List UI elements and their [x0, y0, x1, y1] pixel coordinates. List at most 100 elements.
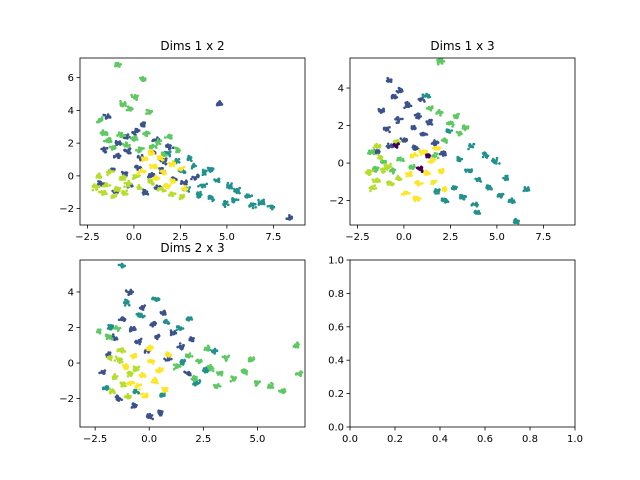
data-point — [230, 375, 233, 378]
data-point — [373, 187, 376, 190]
x-tick-label: 0.8 — [522, 434, 538, 445]
data-point — [108, 388, 112, 391]
data-point — [254, 206, 257, 209]
data-point — [478, 178, 482, 181]
data-point — [142, 188, 145, 192]
data-point — [498, 162, 501, 165]
data-point — [116, 396, 119, 399]
data-point — [114, 139, 118, 143]
data-point — [417, 166, 421, 170]
data-point — [494, 159, 497, 163]
data-point — [164, 162, 167, 166]
subplot-grid: −2.5 0.0 2.5 5.0 7.5 −2 0 2 4 6 Dims 1 x 2 −2.5 0.0 2… — [59, 39, 583, 445]
points-layer — [364, 58, 531, 225]
data-point — [161, 188, 165, 191]
data-point — [174, 331, 178, 335]
data-point — [140, 153, 144, 157]
data-point — [129, 394, 132, 398]
data-point — [220, 374, 223, 377]
data-point — [206, 344, 210, 348]
data-point — [188, 352, 192, 355]
data-point — [169, 179, 173, 182]
data-point — [435, 141, 439, 144]
data-point — [152, 166, 156, 169]
data-point — [169, 353, 173, 357]
data-point — [148, 110, 151, 113]
data-point — [459, 193, 462, 197]
data-point — [413, 199, 417, 203]
data-point — [405, 175, 408, 178]
data-point — [399, 88, 402, 92]
data-point — [436, 58, 439, 62]
data-point — [150, 179, 153, 182]
data-point — [184, 371, 187, 374]
data-point — [133, 390, 136, 394]
data-point — [220, 370, 224, 374]
data-point — [103, 192, 106, 195]
data-point — [122, 171, 125, 175]
data-point — [433, 189, 437, 193]
data-point — [159, 170, 163, 173]
data-point — [136, 168, 139, 171]
data-point — [174, 192, 177, 195]
data-point — [178, 161, 181, 164]
data-point — [245, 369, 248, 373]
data-point — [166, 357, 170, 361]
data-point — [113, 155, 117, 158]
data-point — [201, 168, 205, 172]
data-point — [251, 206, 255, 210]
data-point — [371, 169, 374, 173]
data-point — [194, 383, 197, 387]
data-point — [157, 333, 160, 337]
data-point — [111, 196, 115, 199]
data-point — [433, 155, 436, 158]
data-point — [515, 219, 519, 222]
data-point — [142, 132, 145, 135]
data-point — [211, 168, 215, 171]
data-point — [124, 384, 127, 388]
data-point — [396, 138, 400, 142]
data-point — [156, 138, 160, 141]
data-point — [142, 147, 145, 150]
data-point — [464, 125, 467, 128]
data-point — [106, 114, 109, 118]
data-point — [156, 136, 159, 139]
data-point — [149, 348, 152, 352]
data-point — [123, 367, 127, 371]
data-point — [148, 131, 151, 135]
data-point — [252, 356, 255, 359]
data-point — [113, 194, 117, 198]
data-point — [185, 318, 189, 321]
data-point — [419, 153, 423, 156]
data-point — [136, 138, 139, 141]
data-point — [197, 174, 200, 178]
data-point — [414, 126, 417, 130]
data-point — [230, 182, 233, 185]
data-point — [143, 349, 147, 353]
data-point — [123, 101, 127, 104]
data-point — [425, 92, 428, 96]
y-tick-label: 6 — [68, 73, 74, 84]
data-point — [299, 370, 302, 373]
subplot-1: −2.5 0.0 2.5 5.0 7.5 −2 0 2 4 6 Dims 1 x 2 — [59, 39, 306, 243]
data-point — [201, 173, 205, 177]
data-point — [166, 186, 169, 190]
data-point — [142, 170, 146, 173]
data-point — [403, 137, 406, 141]
data-point — [207, 197, 211, 200]
data-point — [175, 328, 178, 332]
data-point — [439, 114, 442, 117]
data-point — [138, 149, 142, 152]
data-point — [157, 410, 160, 414]
data-point — [417, 199, 421, 202]
data-point — [191, 175, 194, 179]
data-point — [466, 127, 470, 130]
x-tick-label: 0.0 — [396, 232, 412, 243]
data-point — [198, 195, 202, 198]
data-point — [457, 112, 460, 116]
data-point — [115, 326, 119, 329]
data-point — [128, 328, 132, 331]
data-point — [154, 380, 157, 384]
data-point — [122, 190, 126, 193]
data-point — [198, 360, 201, 364]
